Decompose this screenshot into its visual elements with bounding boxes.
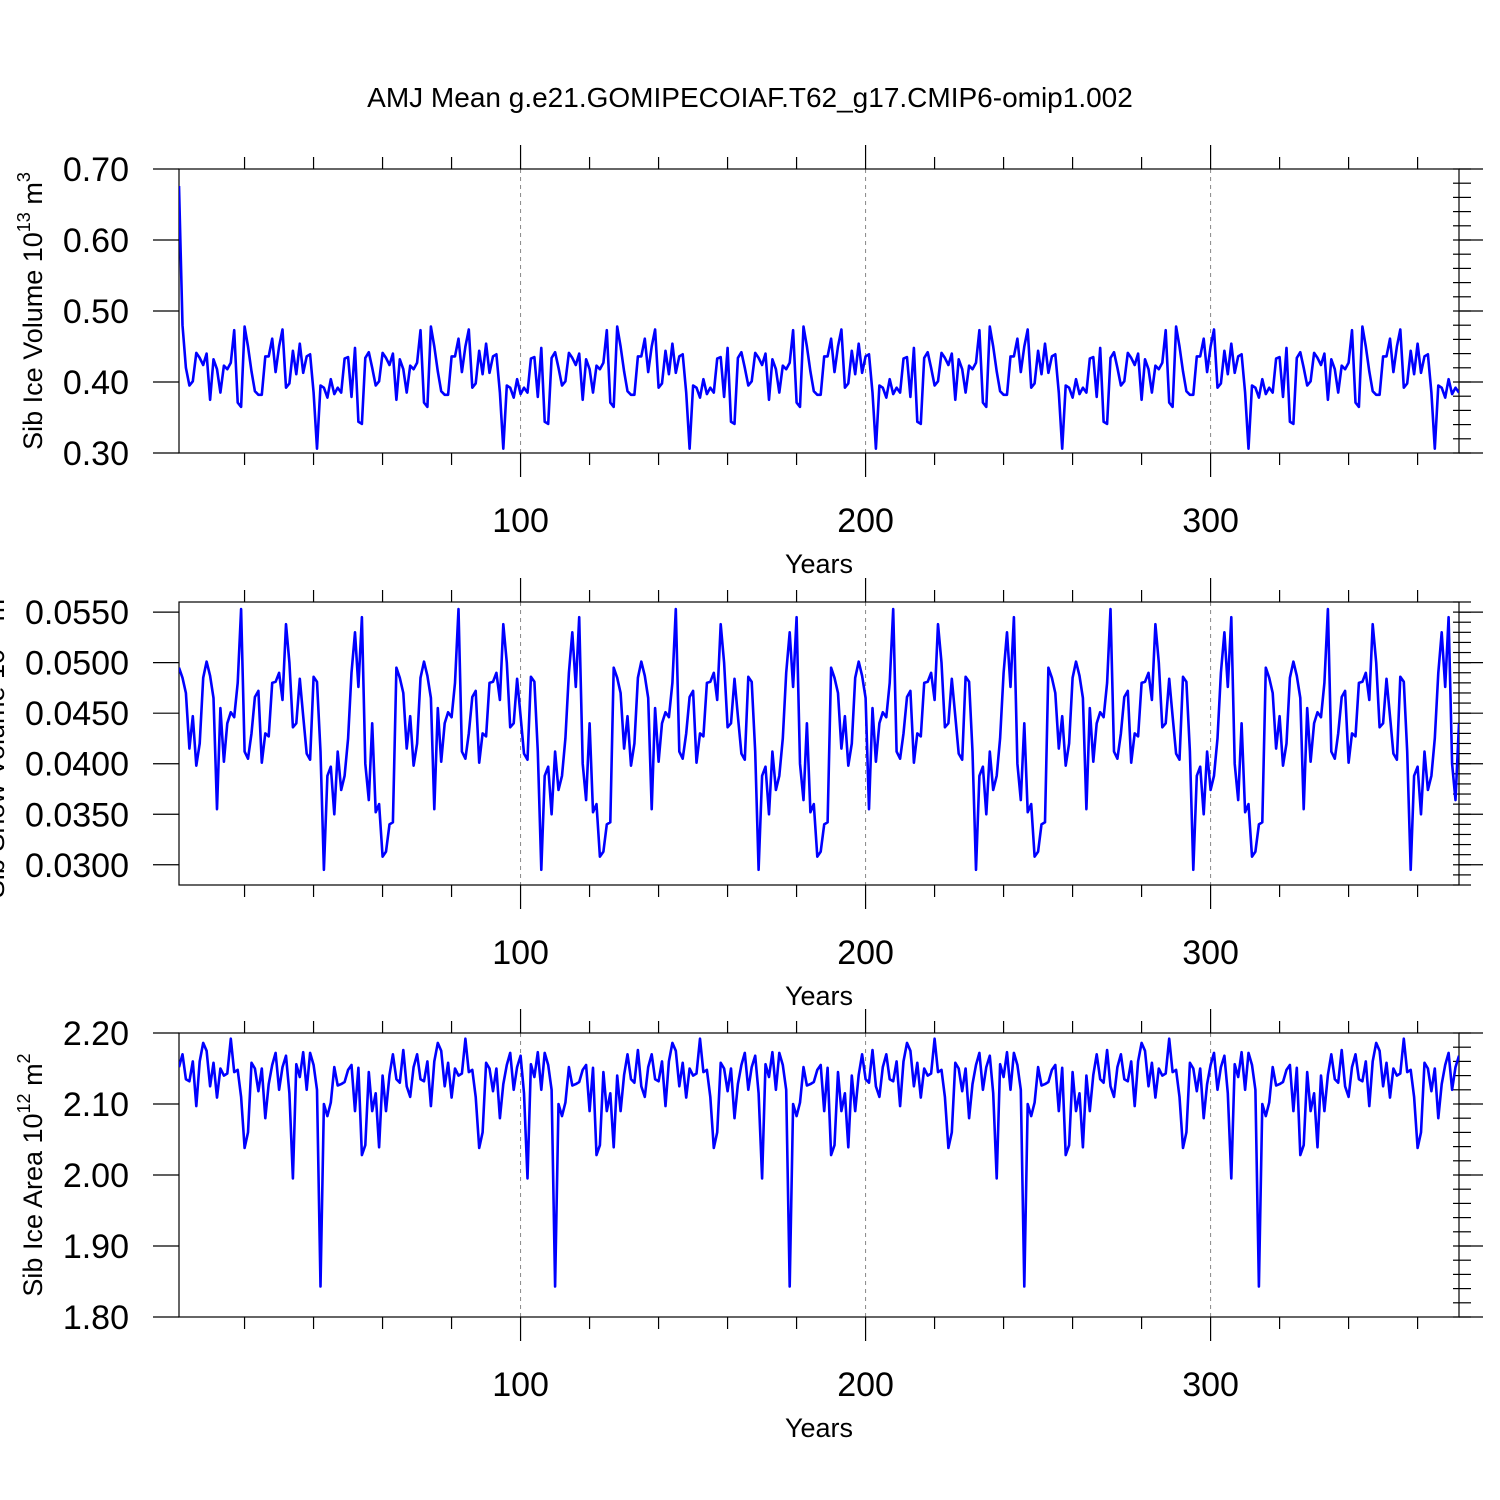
x-tick-label: 300 — [1182, 1366, 1239, 1404]
y-tick-label: 0.0400 — [25, 746, 129, 784]
x-axis-title: Years — [785, 981, 853, 1011]
series-line — [179, 185, 1459, 451]
y-tick-label: 0.40 — [63, 364, 129, 402]
y-tick-label: 0.30 — [63, 435, 129, 473]
y-tick-label: 2.00 — [63, 1157, 129, 1195]
y-axis-title: Sib Ice Area 1012 m2 — [14, 1053, 48, 1296]
y-tick-label: 0.0300 — [25, 847, 129, 885]
y-tick-label: 0.60 — [63, 222, 129, 260]
y-axis-title-unit: m — [18, 182, 48, 212]
y-tick-label: 2.10 — [63, 1086, 129, 1124]
y-axis-title: Sib Snow Volume 1012 m3 — [0, 589, 10, 898]
y-axis-title-unit-exponent: 2 — [14, 1053, 34, 1063]
y-tick-label: 0.50 — [63, 293, 129, 331]
chart-panel-1: 0.30 0.40 0.50 0.60 0.70 100 200 300 Years Sib Ic… — [14, 145, 1483, 579]
chart-panels: 0.30 0.40 0.50 0.60 0.70 100 200 300 Years Sib Ic… — [0, 145, 1483, 1443]
y-tick-label: 1.80 — [63, 1299, 129, 1337]
x-axis-title: Years — [785, 1413, 853, 1443]
y-axis-title-exponent: 12 — [14, 1093, 34, 1113]
y-axis-title-exponent: 13 — [14, 212, 34, 232]
y-tick-label: 2.20 — [63, 1015, 129, 1053]
y-axis-title-main: Sib Ice Volume 10 — [18, 232, 48, 450]
y-axis-title-unit: m — [0, 599, 10, 629]
y-tick-label: 0.0450 — [25, 695, 129, 733]
y-tick-label: 0.0550 — [25, 594, 129, 632]
y-axis-title: Sib Ice Volume 1013 m3 — [14, 172, 48, 450]
x-tick-label: 100 — [492, 1366, 549, 1404]
y-axis-title-main: Sib Snow Volume 10 — [0, 649, 10, 898]
y-tick-label: 1.90 — [63, 1228, 129, 1266]
y-axis-title-unit: m — [18, 1063, 48, 1093]
y-tick-label: 0.0500 — [25, 645, 129, 683]
plot-frame — [178, 168, 1460, 454]
y-tick-label: 0.0350 — [25, 796, 129, 834]
chart-title: AMJ Mean g.e21.GOMIPECOIAF.T62_g17.CMIP6… — [367, 82, 1133, 113]
x-tick-label: 100 — [492, 934, 549, 972]
x-axis-title: Years — [785, 549, 853, 579]
x-tick-label: 300 — [1182, 502, 1239, 540]
y-tick-label: 0.70 — [63, 151, 129, 189]
chart-panel-3: 1.80 1.90 2.00 2.10 2.20 100 200 300 Years Sib Ic… — [14, 1009, 1483, 1443]
x-tick-label: 200 — [837, 934, 894, 972]
chart-panel-2: 0.0300 0.0350 0.0400 0.0450 0.0500 0.0550 100 2… — [0, 578, 1483, 1011]
series-line — [179, 1037, 1459, 1288]
x-tick-label: 200 — [837, 502, 894, 540]
y-axis-title-main: Sib Ice Area 10 — [18, 1113, 48, 1296]
x-tick-label: 200 — [837, 1366, 894, 1404]
y-axis-title-unit-exponent: 3 — [14, 172, 34, 182]
x-tick-label: 300 — [1182, 934, 1239, 972]
series-line — [179, 607, 1459, 872]
x-tick-label: 100 — [492, 502, 549, 540]
plot-frame — [178, 1032, 1460, 1318]
